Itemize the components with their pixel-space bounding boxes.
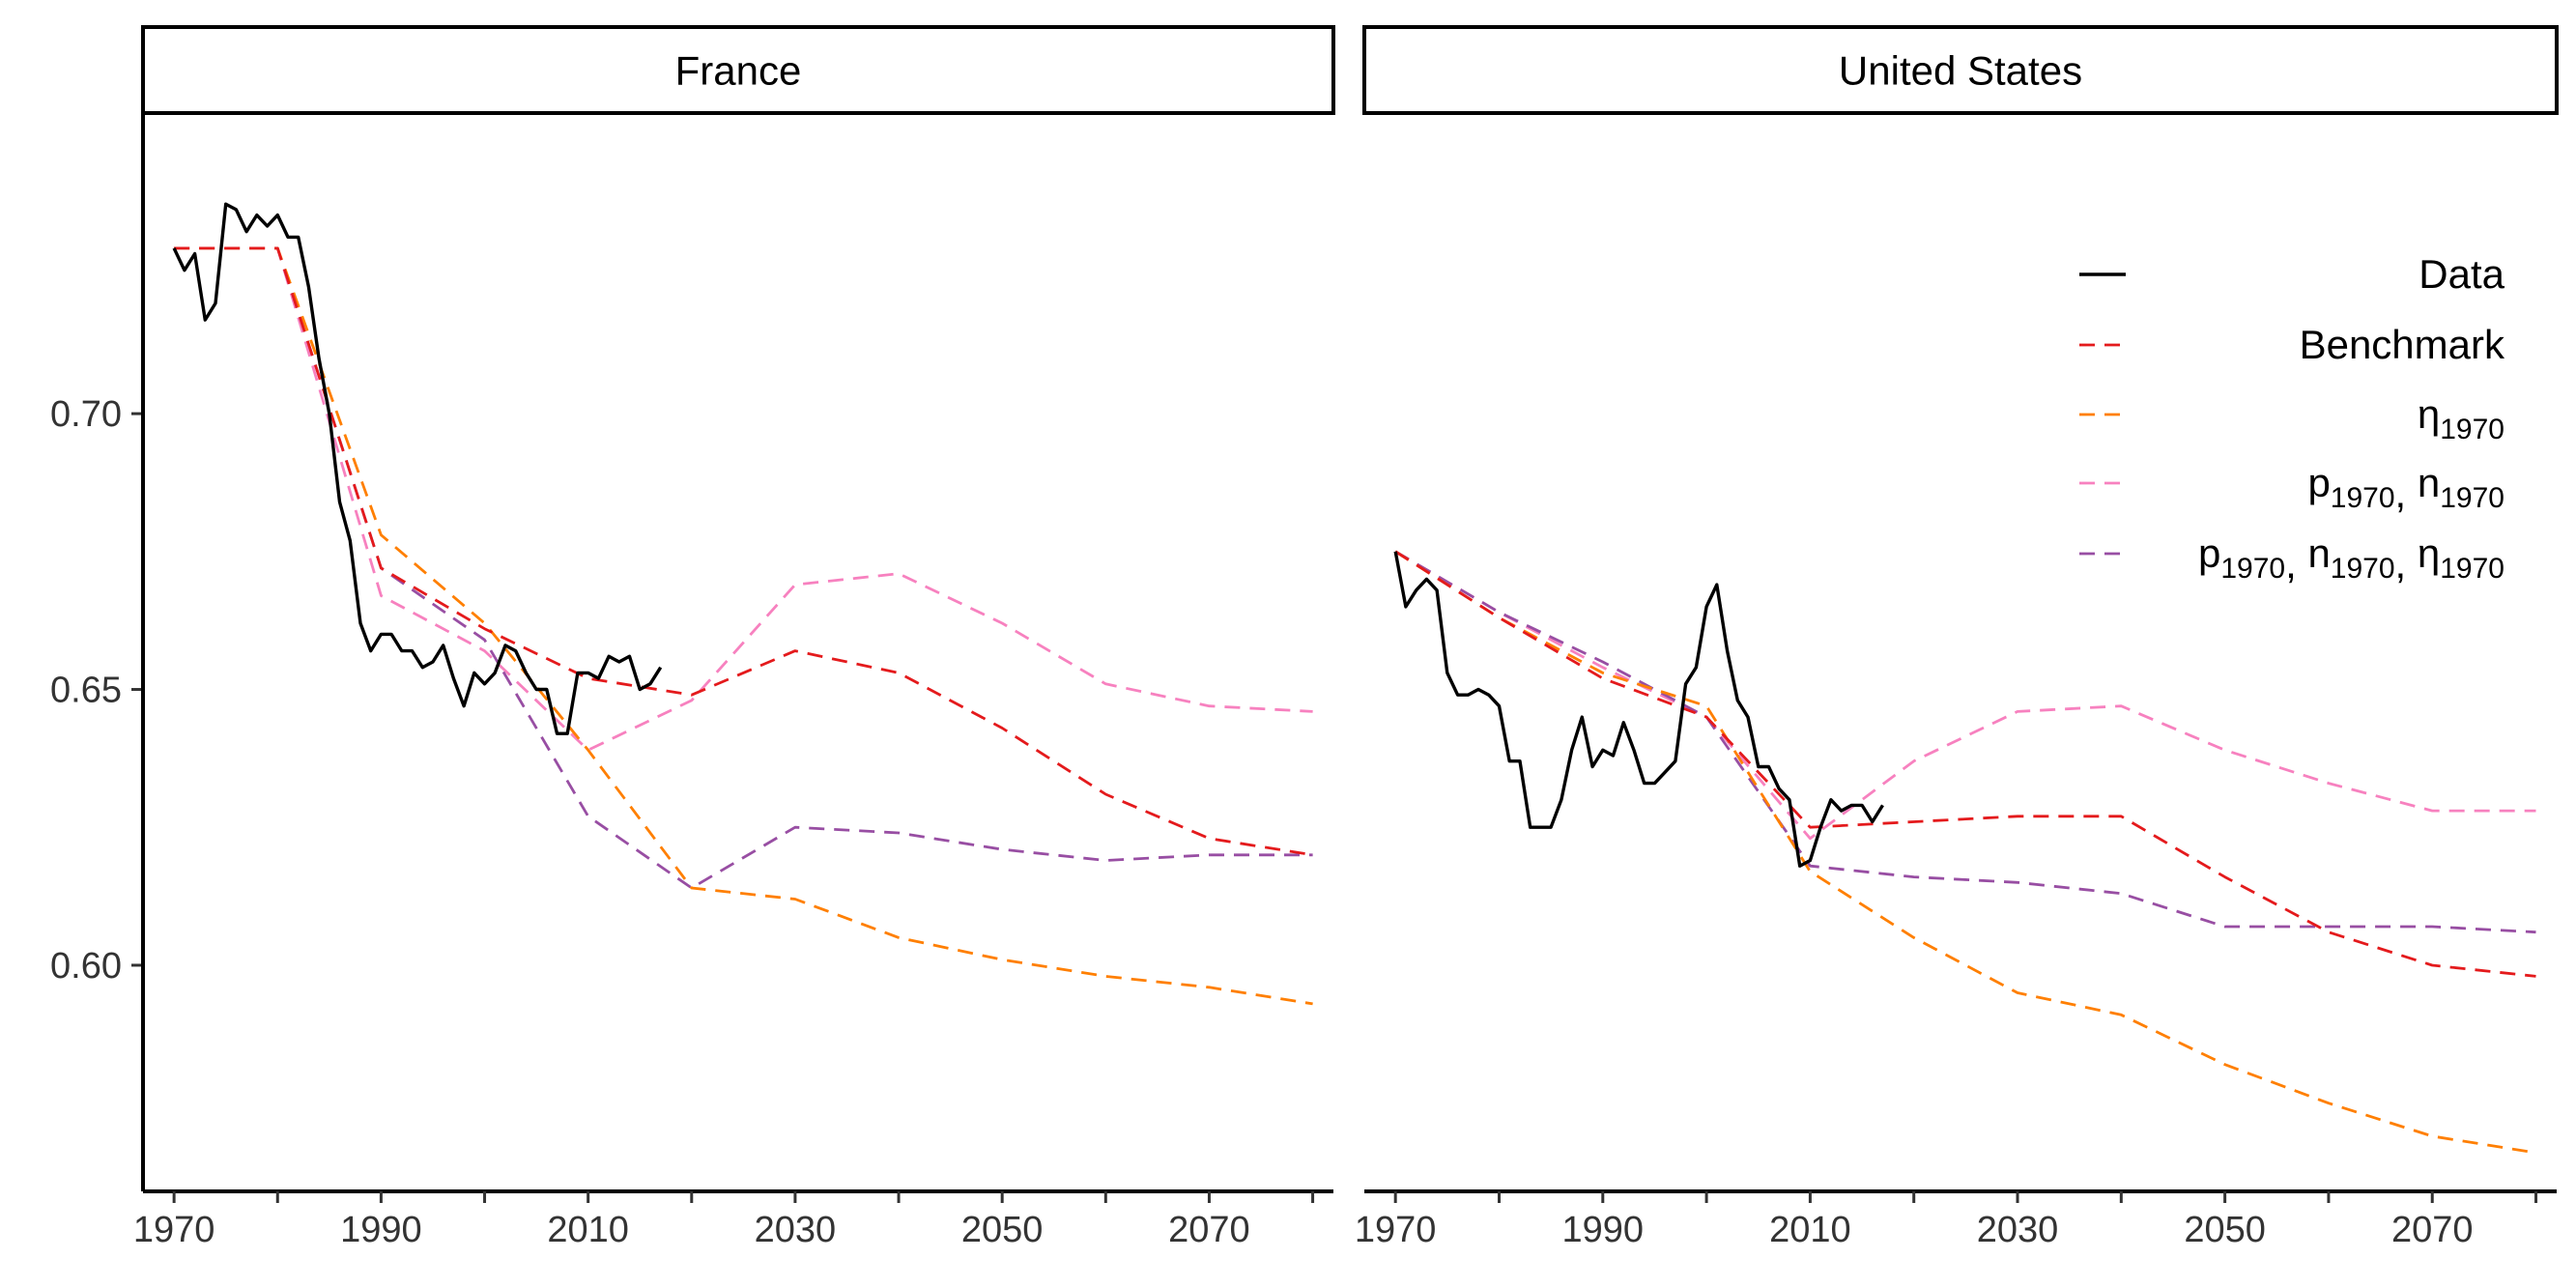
series-line-eta1970 — [174, 246, 1313, 1006]
legend-item-eta1970: η1970 — [2079, 391, 2504, 445]
y-tick-label: 0.65 — [50, 671, 122, 711]
y-tick-label: 0.70 — [50, 394, 122, 435]
legend-item-data: Data — [2079, 251, 2505, 297]
series-line-pneta1970 — [1394, 550, 2536, 934]
x-tick-label: 2070 — [2391, 1210, 2474, 1250]
series-line-eta1970 — [1394, 550, 2536, 1155]
legend-label: η1970 — [2418, 391, 2504, 445]
x-tick-label: 1990 — [340, 1210, 422, 1250]
legend-label: p1970, n1970, η1970 — [2198, 530, 2504, 587]
series-line-pn1970 — [174, 246, 1313, 752]
y-tick-label: 0.60 — [50, 946, 122, 987]
x-tick-label: 2010 — [1769, 1210, 1851, 1250]
legend-item-benchmark: Benchmark — [2079, 322, 2505, 367]
series-line-pn1970 — [1394, 550, 2536, 841]
series-line-data — [1393, 551, 1884, 868]
series-line-benchmark — [1394, 550, 2536, 978]
legend-label: p1970, n1970 — [2307, 460, 2504, 516]
series-line-data — [172, 202, 663, 735]
x-tick-label: 1990 — [1562, 1210, 1645, 1250]
x-tick-label: 2030 — [755, 1210, 837, 1250]
legend-item-pn1970: p1970, n1970 — [2079, 460, 2504, 516]
x-tick-label: 2050 — [2184, 1210, 2266, 1250]
x-tick-label: 1970 — [133, 1210, 215, 1250]
panel-france: France 1970 1990 2010 2030 2050 2070 — [133, 25, 1335, 1250]
facet-title: France — [675, 48, 802, 94]
legend: Data Benchmark η1970 p1970, n1970 p1970, n19… — [2079, 251, 2505, 587]
facet-strip — [141, 25, 1335, 115]
series-line-pneta1970 — [174, 246, 1313, 890]
x-tick-label: 2050 — [961, 1210, 1044, 1250]
x-tick-label: 1970 — [1355, 1210, 1437, 1250]
legend-label: Benchmark — [2300, 322, 2505, 367]
series-line-benchmark — [174, 246, 1313, 857]
panel-united-states: United States 1970 1990 2010 2030 2050 2070 — [1355, 25, 2559, 1250]
legend-label: Data — [2419, 251, 2504, 297]
y-axis: 0.60 0.65 0.70 — [50, 394, 143, 987]
x-tick-label: 2010 — [547, 1210, 629, 1250]
facet-title: United States — [1839, 48, 2082, 94]
facet-strip — [1362, 25, 2559, 115]
legend-item-pneta1970: p1970, n1970, η1970 — [2079, 530, 2504, 587]
x-tick-label: 2070 — [1168, 1210, 1250, 1250]
x-tick-label: 2030 — [1977, 1210, 2059, 1250]
